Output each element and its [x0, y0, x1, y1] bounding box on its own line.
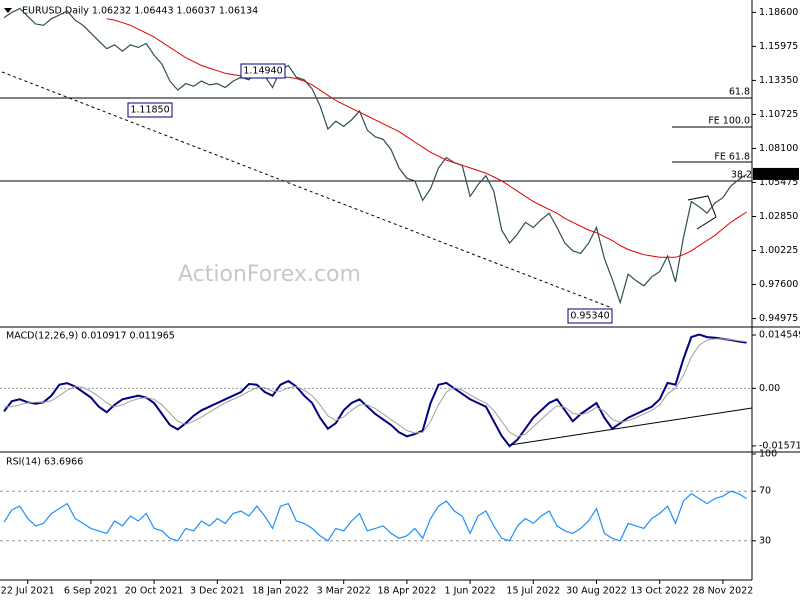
macd-title: MACD(12,26,9) 0.010917 0.011965 — [6, 331, 175, 342]
series-line — [3, 490, 747, 542]
annotation: 61.8 — [729, 87, 750, 98]
annotation: 0.95340 — [570, 311, 609, 322]
x-tick-label: 18 Jan 2022 — [252, 586, 309, 597]
annotation: 1.11850 — [130, 105, 169, 116]
annotation-box — [240, 63, 286, 79]
y-tick-label: 100 — [759, 449, 777, 460]
x-tick-label: 18 Apr 2022 — [378, 586, 437, 597]
x-tick-label: 22 Jul 2021 — [1, 586, 55, 597]
watermark: ActionForex.com — [178, 262, 361, 287]
x-tick-label: 1 Jun 2022 — [445, 586, 496, 597]
x-tick-label: 3 Mar 2022 — [317, 586, 371, 597]
chart-title: EURUSD,Daily 1.06232 1.06443 1.06037 1.0… — [22, 6, 258, 17]
x-tick-label: 13 Oct 2022 — [630, 586, 689, 597]
x-tick-label: 6 Sep 2021 — [64, 586, 118, 597]
annotation-box — [567, 308, 613, 324]
y-tick-label: 70 — [759, 486, 771, 497]
x-tick-label: 20 Oct 2021 — [125, 586, 184, 597]
annotation: 1.14940 — [243, 66, 282, 77]
y-tick-label: 0.00 — [759, 383, 780, 394]
title-arrow — [4, 8, 12, 13]
series-line — [3, 7, 747, 305]
x-tick-label: 3 Dec 2021 — [190, 586, 245, 597]
annotation: FE 100.0 — [708, 116, 750, 127]
y-tick-label: 1.15975 — [759, 41, 798, 52]
x-tick-label: 15 Jul 2022 — [506, 586, 560, 597]
y-tick-label: 1.18600 — [759, 7, 798, 18]
annotation-box — [127, 102, 173, 118]
x-tick-label: 30 Aug 2022 — [566, 586, 627, 597]
annotation: FE 61.8 — [714, 152, 750, 163]
y-tick-label: 0.94975 — [759, 313, 798, 324]
macd-trend-line — [509, 407, 753, 446]
y-tick-label: 0.97600 — [759, 279, 798, 290]
y-tick-label: 1.08100 — [759, 143, 798, 154]
trend-line — [1, 71, 613, 309]
y-tick-label: 1.02850 — [759, 211, 798, 222]
series-line — [4, 338, 747, 438]
y-tick-label: 1.10725 — [759, 109, 798, 120]
y-tick-label: 30 — [759, 535, 771, 546]
y-tick-label: 1.05475 — [759, 177, 798, 188]
last-price-label: 1.06134 — [757, 168, 796, 179]
annotation: 38.2 — [731, 170, 752, 181]
y-tick-label: -0.015712 — [759, 440, 800, 451]
y-tick-label: 0.014549 — [759, 330, 800, 341]
last-price-box — [753, 167, 799, 180]
series-line — [106, 18, 747, 258]
rsi-title: RSI(14) 63.6966 — [6, 457, 83, 468]
y-tick-label: 1.00225 — [759, 245, 798, 256]
x-tick-label: 28 Nov 2022 — [692, 586, 753, 597]
y-tick-label: 1.13350 — [759, 75, 798, 86]
